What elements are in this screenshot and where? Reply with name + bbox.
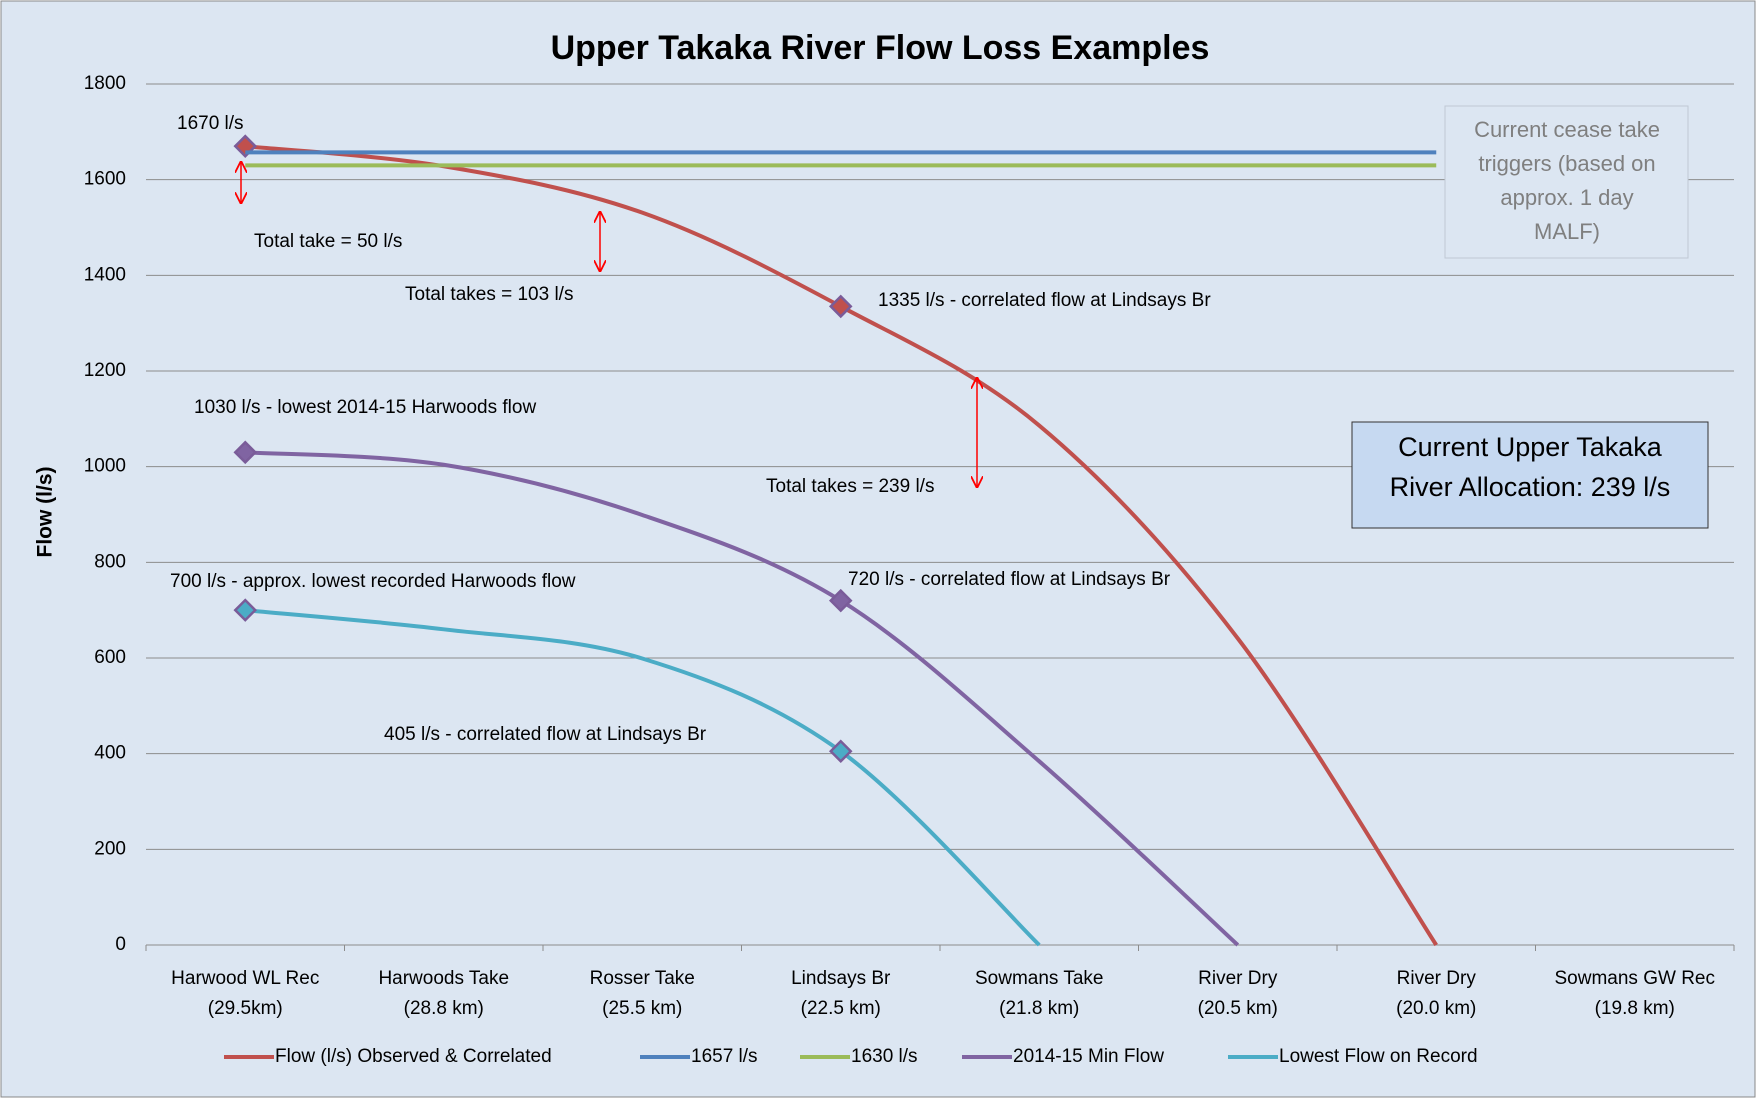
cease-text: triggers (based on	[1478, 151, 1655, 176]
x-tick-label: Harwoods Take	[378, 968, 509, 989]
x-tick-label: (19.8 km)	[1595, 998, 1675, 1019]
legend-label: Lowest Flow on Record	[1279, 1046, 1478, 1067]
legend-label: 2014-15 Min Flow	[1013, 1046, 1164, 1067]
x-tick-label: Sowmans Take	[975, 968, 1104, 989]
x-tick-label: (22.5 km)	[801, 998, 881, 1019]
cease-text: Current cease take	[1474, 117, 1660, 142]
y-tick-label: 1600	[84, 169, 126, 190]
annotation: 1030 l/s - lowest 2014-15 Harwoods flow	[194, 397, 536, 418]
marker	[233, 440, 258, 465]
annotation: Total take = 50 l/s	[254, 231, 402, 252]
series-line	[245, 450, 1240, 947]
allocation-text: Current Upper Takaka	[1398, 432, 1663, 462]
y-tick-label: 1200	[84, 360, 126, 381]
allocation-box	[1351, 421, 1709, 529]
x-tick-label: Harwood WL Rec	[171, 968, 319, 989]
x-tick-label: (20.5 km)	[1198, 998, 1278, 1019]
y-axis-label: Flow (l/s)	[34, 467, 57, 558]
y-tick-label: 0	[115, 934, 126, 955]
annotation: 1335 l/s - correlated flow at Lindsays B…	[878, 290, 1211, 311]
x-tick-label: (29.5km)	[208, 998, 283, 1019]
y-tick-label: 600	[94, 647, 126, 668]
legend-label: 1630 l/s	[851, 1046, 918, 1067]
marker	[828, 588, 853, 613]
cease-text: approx. 1 day	[1500, 185, 1633, 210]
annotation: 700 l/s - approx. lowest recorded Harwoo…	[170, 571, 576, 592]
annotation: Total takes = 103 l/s	[405, 284, 573, 305]
x-tick-label: (25.5 km)	[602, 998, 682, 1019]
cease-text: MALF)	[1534, 219, 1600, 244]
x-tick-label: (21.8 km)	[999, 998, 1079, 1019]
y-tick-label: 800	[94, 551, 126, 572]
x-tick-label: Sowmans GW Rec	[1555, 968, 1715, 989]
marker	[828, 294, 853, 319]
x-tick-label: River Dry	[1198, 968, 1278, 989]
legend-label: Flow (l/s) Observed & Correlated	[275, 1046, 552, 1067]
x-tick-label: River Dry	[1397, 968, 1477, 989]
allocation-text: River Allocation: 239 l/s	[1390, 472, 1671, 502]
x-tick-label: Lindsays Br	[791, 968, 891, 989]
y-tick-label: 200	[94, 838, 126, 859]
annotation: 720 l/s - correlated flow at Lindsays Br	[848, 569, 1171, 590]
y-tick-label: 1800	[84, 73, 126, 94]
marker	[828, 739, 853, 764]
x-tick-label: (20.0 km)	[1396, 998, 1476, 1019]
marker	[233, 598, 258, 622]
x-tick-label: (28.8 km)	[404, 998, 484, 1019]
x-tick-label: Rosser Take	[590, 968, 695, 989]
legend-label: 1657 l/s	[691, 1046, 758, 1067]
series-line	[245, 144, 1438, 947]
annotation: Total takes = 239 l/s	[766, 476, 934, 497]
y-tick-label: 1400	[84, 264, 126, 285]
y-tick-label: 400	[94, 743, 126, 764]
chart-title: Upper Takaka River Flow Loss Examples	[551, 29, 1210, 67]
y-tick-label: 1000	[84, 456, 126, 477]
annotation: 1670 l/s	[177, 113, 244, 134]
series-line	[245, 608, 1041, 947]
cease-box	[1444, 105, 1689, 259]
annotation: 405 l/s - correlated flow at Lindsays Br	[384, 724, 707, 745]
